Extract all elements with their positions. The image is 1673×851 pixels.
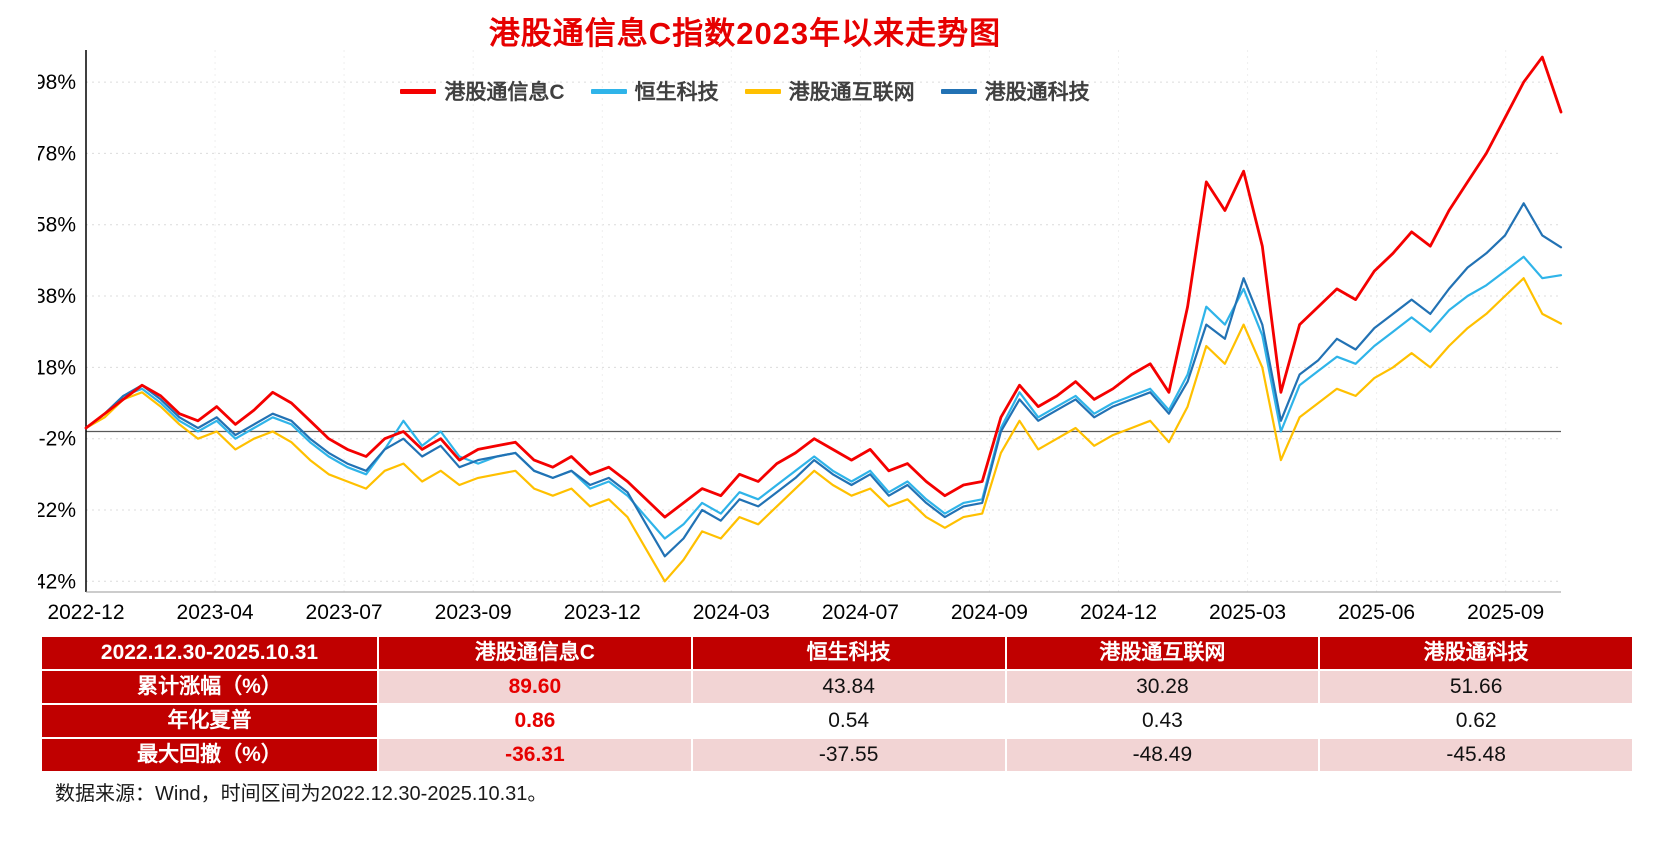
chart-area: 98% 78% 58% 38% 18% -2% -22% -42% 2022-12 2023-04… (27, 42, 1618, 627)
legend-line-swatch (940, 88, 977, 94)
chart-legend: 港股通信息C 恒生科技 港股通互联网 港股通科技 (0, 76, 1490, 106)
table-row-max-drawdown: 最大回撤（%） -36.31 -37.55 -48.49 -45.48 (42, 739, 1632, 771)
row-label: 最大回撤（%） (42, 739, 377, 771)
legend-label: 恒生科技 (634, 81, 719, 104)
x-axis-label: 2022-12 (47, 601, 124, 624)
x-axis-label: 2023-04 (177, 601, 254, 624)
table-cell: -45.48 (1320, 739, 1632, 771)
stats-table: 2022.12.30-2025.10.31 港股通信息C 恒生科技 港股通互联网… (42, 637, 1632, 773)
legend-label: 港股通科技 (984, 81, 1090, 104)
table-col-header-3: 港股通互联网 (1006, 637, 1319, 669)
table-period-cell: 2022.12.30-2025.10.31 (42, 637, 377, 669)
table-cell: 30.28 (1006, 671, 1319, 703)
table-col-header-4: 港股通科技 (1320, 637, 1632, 669)
x-axis-label: 2024-09 (951, 601, 1028, 624)
series-line-3 (84, 202, 1563, 558)
table-cell: 0.43 (1006, 705, 1319, 737)
table-cell: 0.86 (379, 705, 691, 737)
trend-chart-svg: 98% 78% 58% 38% 18% -2% -22% -42% 2022-12 2023-04… (27, 50, 1563, 624)
y-axis-label: 58% (38, 214, 76, 237)
table-cell: 51.66 (1320, 671, 1632, 703)
y-axis-label: -2% (39, 428, 76, 451)
x-axis-label: 2025-06 (1338, 601, 1415, 624)
table-col-header-1: 港股通信息C (379, 637, 691, 669)
legend-item-2[interactable]: 港股通互联网 (744, 76, 915, 106)
x-axis-label: 2025-03 (1209, 601, 1286, 624)
table-cell: 0.62 (1320, 705, 1632, 737)
series-line-0 (84, 55, 1563, 519)
series-line-2 (84, 277, 1563, 583)
row-label: 累计涨幅（%） (42, 671, 377, 703)
table-cell: 89.60 (379, 671, 691, 703)
table-row-annualized-sharpe: 年化夏普 0.86 0.54 0.43 0.62 (42, 705, 1632, 737)
legend-label: 港股通互联网 (788, 81, 915, 104)
table-cell: -37.55 (692, 739, 1005, 771)
y-axis-label: 78% (38, 142, 76, 165)
y-axis-label: 98% (38, 71, 76, 94)
y-axis-label: 38% (38, 285, 76, 308)
x-axis-label: 2023-12 (564, 601, 641, 624)
legend-line-swatch (744, 88, 781, 94)
legend-item-3[interactable]: 港股通科技 (940, 76, 1090, 106)
row-label: 年化夏普 (42, 705, 377, 737)
table-cell: -48.49 (1006, 739, 1319, 771)
table-row-cumulative-return: 累计涨幅（%） 89.60 43.84 30.28 51.66 (42, 671, 1632, 703)
table-cell: 0.54 (692, 705, 1005, 737)
x-axis-label: 2025-09 (1467, 601, 1544, 624)
x-axis-label: 2024-12 (1080, 601, 1157, 624)
x-axis-label: 2023-09 (435, 601, 512, 624)
table-col-header-2: 恒生科技 (692, 637, 1005, 669)
legend-line-swatch (590, 88, 627, 94)
legend-item-0[interactable]: 港股通信息C (400, 76, 565, 106)
y-axis-label: 18% (38, 356, 76, 379)
legend-item-1[interactable]: 恒生科技 (590, 76, 719, 106)
data-source-note: 数据来源：Wind，时间区间为2022.12.30-2025.10.31。 (55, 783, 548, 805)
legend-label: 港股通信息C (444, 81, 565, 104)
x-axis-label: 2024-07 (822, 601, 899, 624)
series-line-1 (84, 255, 1563, 540)
y-axis-label: -22% (38, 499, 76, 522)
table-cell: -36.31 (379, 739, 691, 771)
table-header-row: 2022.12.30-2025.10.31 港股通信息C 恒生科技 港股通互联网… (42, 637, 1632, 669)
x-axis-label: 2024-03 (693, 601, 770, 624)
chart-title: 港股通信息C指数2023年以来走势图 (488, 16, 1002, 51)
table-cell: 43.84 (692, 671, 1005, 703)
x-axis-label: 2023-07 (306, 601, 383, 624)
legend-line-swatch (400, 88, 437, 94)
y-axis-label: -42% (38, 570, 76, 593)
